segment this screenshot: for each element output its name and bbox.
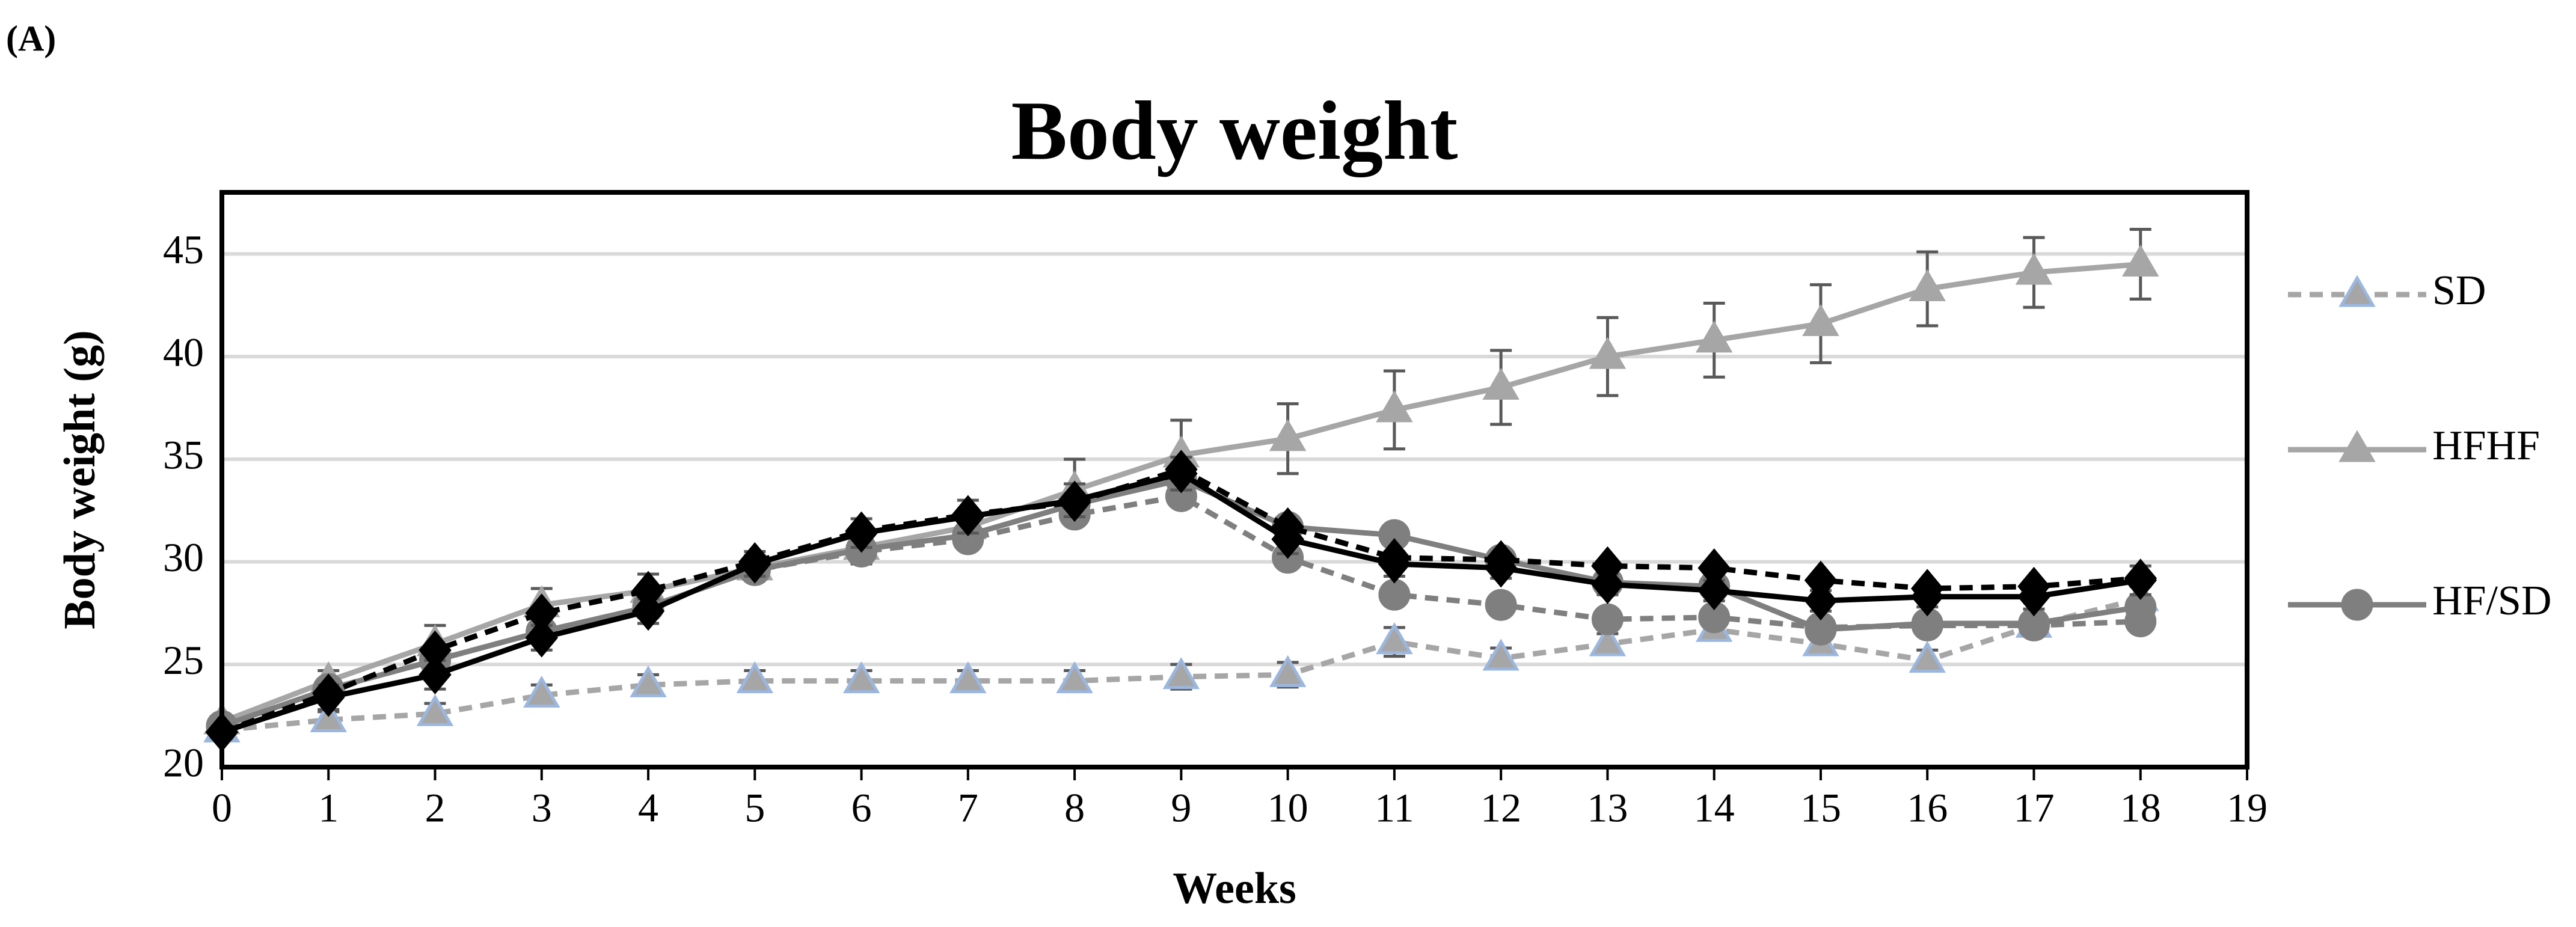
marker bbox=[1162, 657, 1200, 690]
marker bbox=[1269, 419, 1307, 451]
marker bbox=[1697, 548, 1731, 588]
x-tick-label: 13 bbox=[1587, 785, 1628, 831]
x-tick-label: 14 bbox=[1694, 785, 1735, 831]
y-tick-label: 25 bbox=[163, 637, 204, 683]
marker bbox=[1591, 546, 1624, 586]
x-tick-label: 12 bbox=[1480, 785, 1521, 831]
marker bbox=[2338, 430, 2376, 462]
marker bbox=[2338, 275, 2376, 307]
marker bbox=[2015, 252, 2053, 285]
marker bbox=[631, 591, 665, 631]
marker bbox=[523, 675, 560, 708]
marker bbox=[1591, 603, 1624, 635]
x-tick-label: 5 bbox=[744, 785, 765, 831]
series bbox=[206, 480, 2157, 742]
marker bbox=[1909, 269, 1946, 301]
marker bbox=[845, 511, 878, 551]
x-tick-label: 9 bbox=[1171, 785, 1191, 831]
marker bbox=[1697, 571, 1731, 611]
marker bbox=[419, 630, 452, 670]
x-tick-label: 18 bbox=[2120, 785, 2161, 831]
y-tick-label: 45 bbox=[163, 227, 204, 272]
marker bbox=[2341, 589, 2373, 621]
marker bbox=[1376, 390, 1413, 423]
x-axis-label: Weeks bbox=[1173, 864, 1296, 913]
series bbox=[203, 579, 2159, 743]
x-tick-label: 7 bbox=[958, 785, 978, 831]
marker bbox=[736, 661, 774, 694]
y-tick-label: 35 bbox=[163, 432, 204, 477]
series bbox=[205, 450, 2157, 752]
x-tick-label: 6 bbox=[851, 785, 872, 831]
marker bbox=[1589, 337, 1627, 369]
y-tick-label: 20 bbox=[163, 740, 204, 786]
panel-label: (A) bbox=[6, 19, 56, 58]
x-tick-label: 11 bbox=[1375, 785, 1414, 831]
marker bbox=[310, 700, 347, 732]
marker bbox=[951, 495, 985, 534]
marker bbox=[631, 571, 665, 611]
marker bbox=[1804, 581, 1838, 621]
legend-label: HF/SD bbox=[2432, 578, 2551, 624]
marker bbox=[2017, 566, 2050, 607]
marker bbox=[1802, 304, 1839, 337]
marker bbox=[1058, 482, 1091, 522]
marker bbox=[949, 661, 987, 694]
marker bbox=[525, 593, 559, 633]
marker bbox=[842, 661, 880, 694]
marker bbox=[1589, 624, 1627, 656]
x-tick-label: 2 bbox=[425, 785, 446, 831]
series-line bbox=[221, 493, 2141, 729]
x-tick-label: 16 bbox=[1907, 785, 1948, 831]
x-tick-label: 15 bbox=[1800, 785, 1841, 831]
marker bbox=[1378, 538, 1411, 578]
marker bbox=[1910, 569, 1944, 608]
marker bbox=[312, 673, 345, 713]
marker bbox=[1695, 320, 1733, 353]
marker bbox=[1056, 661, 1093, 694]
legend-label: HFHF bbox=[2432, 423, 2540, 469]
marker bbox=[1165, 450, 1198, 489]
marker bbox=[1804, 560, 1838, 601]
marker bbox=[2124, 605, 2157, 638]
marker bbox=[419, 655, 452, 695]
y-tick-label: 30 bbox=[163, 534, 204, 580]
x-tick-label: 1 bbox=[318, 785, 339, 831]
x-tick-label: 17 bbox=[2013, 785, 2054, 831]
x-tick-label: 3 bbox=[532, 785, 552, 831]
series-line bbox=[221, 470, 2141, 735]
marker bbox=[1378, 578, 1411, 611]
legend-label: SD bbox=[2432, 268, 2486, 314]
chart-title: Body weight bbox=[1011, 84, 1458, 177]
marker bbox=[1482, 638, 1520, 671]
marker bbox=[416, 694, 454, 726]
x-tick-label: 4 bbox=[638, 785, 658, 831]
marker bbox=[2122, 244, 2159, 277]
x-tick-label: 19 bbox=[2227, 785, 2268, 831]
x-tick-label: 0 bbox=[212, 785, 232, 831]
marker bbox=[1271, 507, 1304, 547]
y-axis-label: Body weight (g) bbox=[55, 330, 105, 629]
marker bbox=[2124, 558, 2157, 598]
marker bbox=[738, 542, 771, 582]
marker bbox=[1482, 367, 1520, 400]
marker bbox=[1376, 622, 1413, 655]
marker bbox=[1484, 540, 1518, 580]
marker bbox=[1485, 589, 1517, 621]
marker bbox=[525, 618, 559, 658]
plot-frame bbox=[219, 190, 2249, 769]
x-tick-label: 8 bbox=[1064, 785, 1085, 831]
marker bbox=[1269, 655, 1307, 687]
marker bbox=[630, 665, 667, 697]
y-tick-label: 40 bbox=[163, 329, 204, 375]
x-tick-label: 10 bbox=[1268, 785, 1308, 831]
marker bbox=[1909, 640, 1946, 673]
